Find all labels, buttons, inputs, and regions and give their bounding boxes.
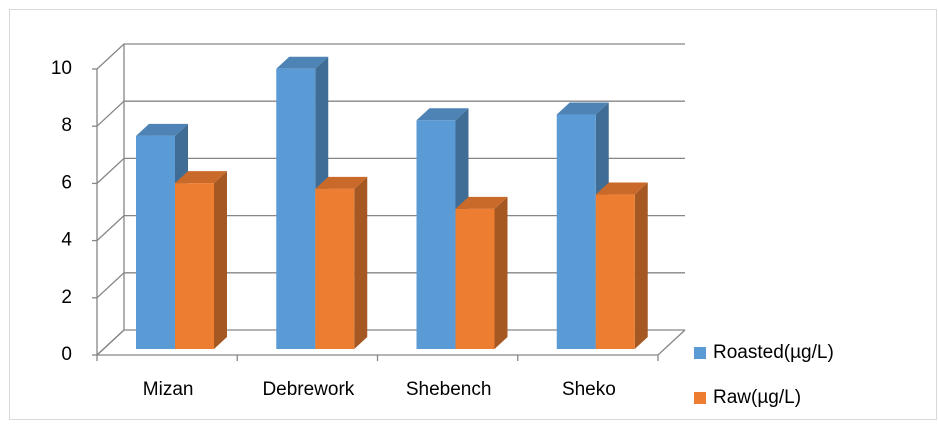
bar-top: [595, 182, 648, 195]
bar: [276, 68, 316, 349]
grid-line: [96, 100, 685, 127]
x-tick-label: Debrework: [262, 379, 354, 400]
x-tick-label: Shebench: [406, 379, 492, 400]
x-tick-label: Sheko: [562, 379, 616, 400]
bar-side: [494, 196, 508, 349]
bar-side: [214, 171, 227, 349]
bar-top: [175, 171, 227, 184]
bar: [455, 208, 495, 349]
y-tick-label: 0: [61, 344, 72, 365]
y-tick-label: 10: [51, 58, 72, 79]
bar-side: [634, 182, 648, 349]
bar-top: [276, 56, 329, 69]
chart-border: [9, 9, 937, 420]
y-tick-label: 6: [61, 172, 72, 193]
bar-top: [556, 102, 609, 115]
legend-label: Roasted(µg/L): [713, 342, 834, 363]
y-tick-label: 8: [61, 115, 72, 136]
bar: [175, 183, 214, 349]
bar-side: [354, 176, 368, 349]
y-tick-label: 2: [61, 287, 72, 308]
bar: [136, 135, 175, 349]
bar: [595, 194, 635, 349]
bar-top: [455, 196, 508, 209]
legend-swatch: [694, 347, 706, 359]
legend-label: Raw(µg/L): [713, 387, 801, 408]
bar-top: [315, 176, 368, 189]
legend-swatch: [694, 392, 706, 404]
bar-top: [416, 108, 469, 121]
y-tick-label: 4: [61, 230, 72, 251]
bar: [556, 114, 596, 349]
grid-line: [96, 157, 685, 184]
grid-line: [96, 43, 685, 70]
bar: [416, 120, 456, 349]
bar-top: [136, 123, 188, 136]
bar: [315, 188, 355, 349]
x-tick-label: Mizan: [143, 379, 194, 400]
